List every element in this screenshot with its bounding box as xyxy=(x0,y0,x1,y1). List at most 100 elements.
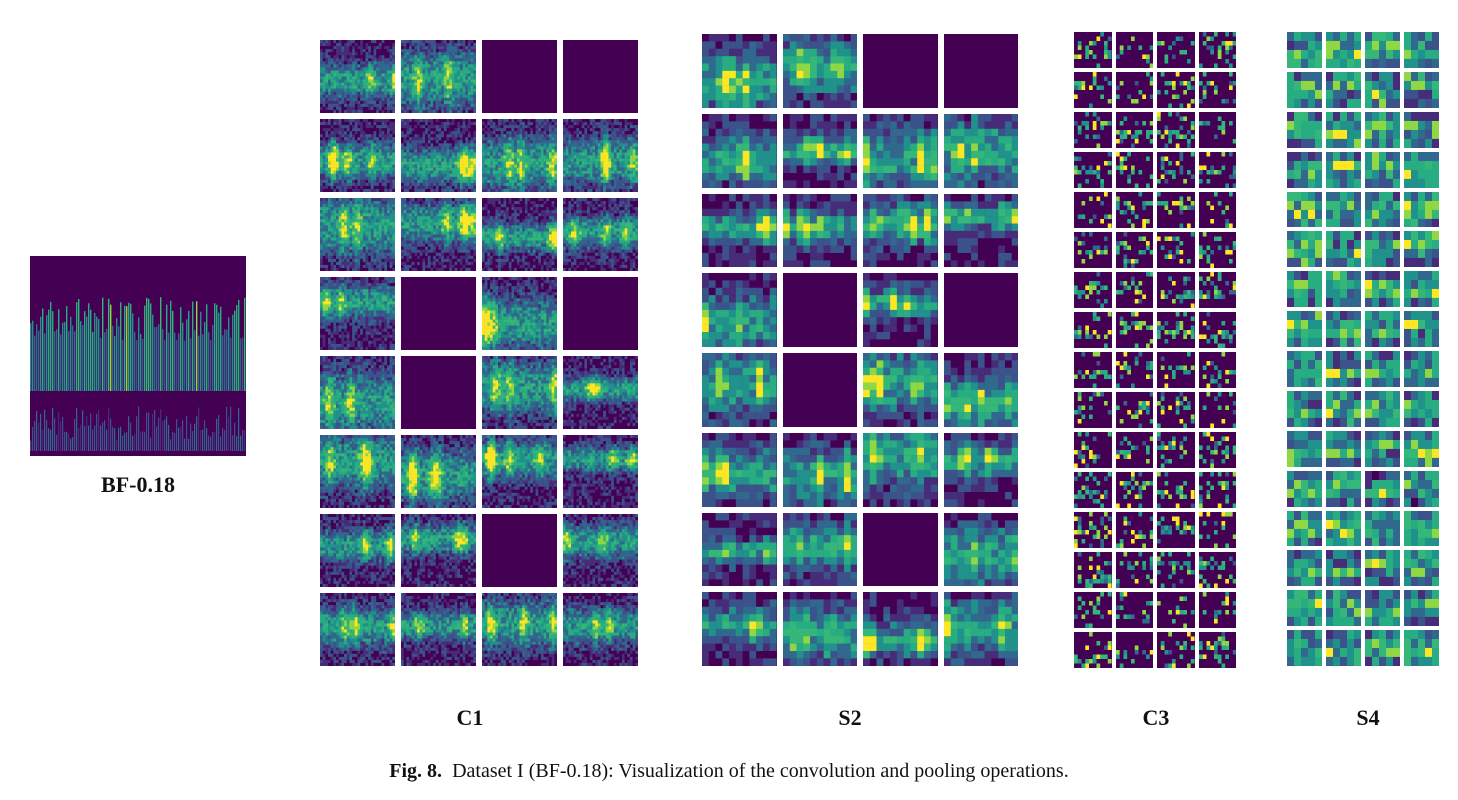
s4-feature-map xyxy=(1404,311,1439,347)
s4-feature-map xyxy=(1287,231,1322,268)
c3-feature-map xyxy=(1157,312,1195,348)
c1-feature-map xyxy=(320,40,395,113)
c3-feature-map xyxy=(1074,72,1112,108)
s4-feature-map xyxy=(1287,271,1322,308)
s4-feature-map xyxy=(1404,630,1439,666)
s4-feature-map xyxy=(1287,311,1322,347)
s4-feature-map xyxy=(1287,430,1322,467)
s4-feature-map xyxy=(1365,231,1400,268)
c3-feature-map xyxy=(1198,72,1236,108)
c3-feature-map xyxy=(1198,392,1236,428)
c1-feature-map xyxy=(563,593,638,666)
s4-feature-map xyxy=(1365,590,1400,627)
s4-feature-map xyxy=(1365,311,1400,347)
s4-feature-map xyxy=(1326,32,1361,68)
c1-feature-map xyxy=(320,593,395,666)
s4-feature-maps xyxy=(1287,32,1439,666)
s2-feature-map xyxy=(863,193,938,268)
s4-feature-map xyxy=(1326,550,1361,587)
s2-feature-map xyxy=(863,512,938,587)
c3-feature-map xyxy=(1115,552,1153,588)
c3-feature-map xyxy=(1157,152,1195,188)
c3-feature-map xyxy=(1115,392,1153,428)
c3-feature-map xyxy=(1157,32,1195,68)
c1-feature-maps xyxy=(320,40,638,666)
c1-feature-map xyxy=(401,277,476,350)
s4-feature-map xyxy=(1404,32,1439,68)
s4-feature-map xyxy=(1404,231,1439,268)
figure-number: Fig. 8. xyxy=(389,760,442,782)
s4-feature-map xyxy=(1287,111,1322,148)
c3-feature-map xyxy=(1157,192,1195,228)
c3-feature-map xyxy=(1115,432,1153,468)
s4-label: S4 xyxy=(1318,705,1418,731)
s2-feature-map xyxy=(943,353,1018,427)
c1-feature-map xyxy=(320,356,395,429)
s4-feature-map xyxy=(1287,151,1322,188)
s2-feature-maps xyxy=(702,34,1018,666)
c3-feature-map xyxy=(1198,152,1236,188)
c1-feature-map xyxy=(563,514,638,587)
c3-feature-map xyxy=(1157,392,1195,428)
s4-feature-map xyxy=(1326,510,1361,547)
s4-feature-map xyxy=(1365,630,1400,666)
c3-feature-map xyxy=(1074,232,1112,268)
c3-feature-map xyxy=(1074,112,1112,148)
s2-feature-map xyxy=(863,432,938,507)
s4-feature-map xyxy=(1326,191,1361,228)
c3-feature-map xyxy=(1157,472,1195,508)
c3-feature-map xyxy=(1074,432,1112,468)
s4-feature-map xyxy=(1404,550,1439,587)
c1-feature-map xyxy=(320,514,395,587)
s2-feature-map xyxy=(702,353,777,427)
c1-feature-map xyxy=(482,198,557,271)
c1-feature-map xyxy=(482,277,557,350)
c3-feature-map xyxy=(1157,592,1195,628)
s4-feature-map xyxy=(1404,151,1439,188)
s2-feature-map xyxy=(863,592,938,666)
c1-feature-map xyxy=(401,198,476,271)
c1-feature-map xyxy=(320,277,395,350)
c3-feature-map xyxy=(1157,112,1195,148)
s2-feature-map xyxy=(943,34,1018,108)
c1-feature-map xyxy=(401,514,476,587)
c1-label: C1 xyxy=(420,705,520,731)
s4-feature-map xyxy=(1365,550,1400,587)
c3-feature-map xyxy=(1074,552,1112,588)
c3-feature-map xyxy=(1115,112,1153,148)
input-label: BF-0.18 xyxy=(30,472,246,498)
s4-feature-map xyxy=(1365,271,1400,308)
s4-feature-map xyxy=(1287,71,1322,108)
c3-feature-map xyxy=(1115,632,1153,668)
s2-feature-map xyxy=(782,353,857,427)
c3-feature-map xyxy=(1074,32,1112,68)
s4-feature-map xyxy=(1365,510,1400,547)
c3-feature-map xyxy=(1157,72,1195,108)
c3-feature-map xyxy=(1115,512,1153,548)
c3-feature-map xyxy=(1074,632,1112,668)
s2-feature-map xyxy=(702,193,777,268)
c3-feature-map xyxy=(1198,592,1236,628)
c3-feature-map xyxy=(1157,232,1195,268)
c3-feature-map xyxy=(1115,272,1153,308)
s2-feature-map xyxy=(782,193,857,268)
s2-feature-map xyxy=(702,273,777,347)
c3-feature-maps xyxy=(1074,32,1236,668)
s4-feature-map xyxy=(1365,151,1400,188)
s4-feature-map xyxy=(1326,630,1361,666)
c3-feature-map xyxy=(1198,432,1236,468)
s4-feature-map xyxy=(1404,430,1439,467)
s4-feature-map xyxy=(1287,351,1322,387)
c1-feature-map xyxy=(563,277,638,350)
c1-feature-map xyxy=(401,593,476,666)
s4-feature-map xyxy=(1404,470,1439,507)
c3-feature-map xyxy=(1198,232,1236,268)
s2-feature-map xyxy=(863,34,938,108)
s2-feature-map xyxy=(702,113,777,188)
s4-feature-map xyxy=(1404,590,1439,627)
c3-feature-map xyxy=(1115,592,1153,628)
s2-feature-map xyxy=(943,592,1018,666)
c1-feature-map xyxy=(563,435,638,508)
c1-feature-map xyxy=(482,356,557,429)
c3-feature-map xyxy=(1074,392,1112,428)
